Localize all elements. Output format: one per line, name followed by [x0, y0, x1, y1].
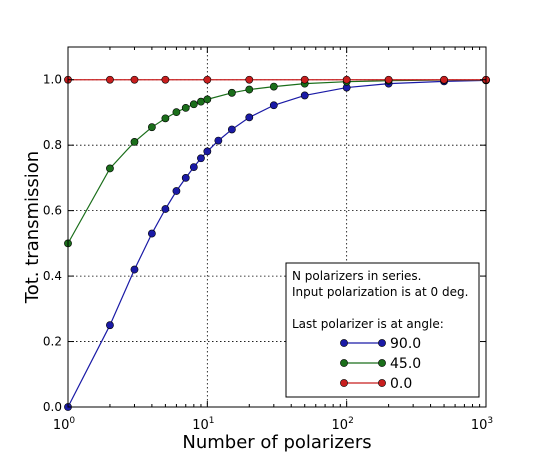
data-point: [384, 75, 393, 84]
data-point: [245, 113, 254, 122]
data-point: [106, 75, 114, 84]
data-point: [245, 85, 254, 94]
data-point: [197, 154, 205, 163]
data-point: [106, 321, 114, 330]
data-point: [181, 174, 190, 182]
data-point: [147, 229, 156, 238]
legend-marker: [340, 359, 348, 367]
data-point: [203, 95, 212, 104]
data-point: [147, 123, 156, 132]
data-point: [172, 108, 181, 117]
data-point: [161, 114, 170, 123]
data-point: [269, 82, 278, 91]
data-point: [300, 91, 309, 100]
legend-header-line: Last polarizer is at angle:: [292, 317, 444, 331]
legend-marker: [340, 379, 348, 387]
x-tick-label: 100: [53, 416, 76, 433]
y-tick-label: 0.8: [43, 138, 62, 152]
x-tick-label: 102: [332, 416, 354, 433]
legend-marker: [340, 339, 348, 347]
legend-marker: [378, 359, 386, 367]
ticks: 100 101 102 103 0.0 0.2 0.4 0.6 0.8 1.0: [43, 47, 493, 433]
plot-frame: [67, 46, 487, 408]
legend-header-line: Input polarization is at 0 deg.: [292, 285, 468, 299]
legend-header-line: N polarizers in series.: [292, 269, 422, 283]
data-point: [106, 164, 114, 173]
series-90.0: [64, 76, 490, 411]
data-point: [130, 265, 139, 274]
data-point: [130, 75, 139, 84]
data-point: [342, 75, 351, 84]
legend-marker: [378, 339, 386, 347]
data-point: [161, 205, 170, 213]
data-point: [189, 163, 198, 172]
y-tick-label: 0.2: [43, 335, 62, 349]
y-tick-label: 0.4: [43, 269, 62, 283]
data-point: [181, 103, 190, 112]
y-tick-label: 0.6: [43, 204, 62, 218]
x-tick-label: 101: [192, 416, 214, 433]
data-point: [440, 75, 448, 84]
series-45.0: [64, 76, 490, 248]
data-point: [172, 187, 181, 195]
data-point: [189, 100, 198, 109]
legend-entry-label: 0.0: [390, 376, 412, 392]
y-axis-label: Tot. transmission: [22, 151, 43, 304]
data-point: [203, 147, 212, 156]
legend: N polarizers in series. Input polarizatio…: [285, 262, 480, 398]
data-point: [161, 75, 170, 84]
data-point: [300, 75, 309, 84]
data-point: [269, 101, 278, 110]
data-point: [130, 138, 139, 146]
y-tick-label: 0.0: [43, 400, 62, 414]
data-point: [227, 125, 236, 134]
data-point: [227, 88, 236, 97]
legend-entry-label: 90.0: [390, 336, 421, 352]
x-tick-label: 103: [471, 416, 493, 433]
data-point: [214, 136, 223, 145]
legend-box: [285, 262, 480, 398]
legend-marker: [378, 379, 386, 387]
data-point: [203, 75, 212, 84]
legend-entry-label: 45.0: [390, 356, 421, 372]
x-axis-label: Number of polarizers: [182, 432, 371, 453]
y-tick-label: 1.0: [43, 73, 62, 87]
data-point: [245, 75, 254, 84]
